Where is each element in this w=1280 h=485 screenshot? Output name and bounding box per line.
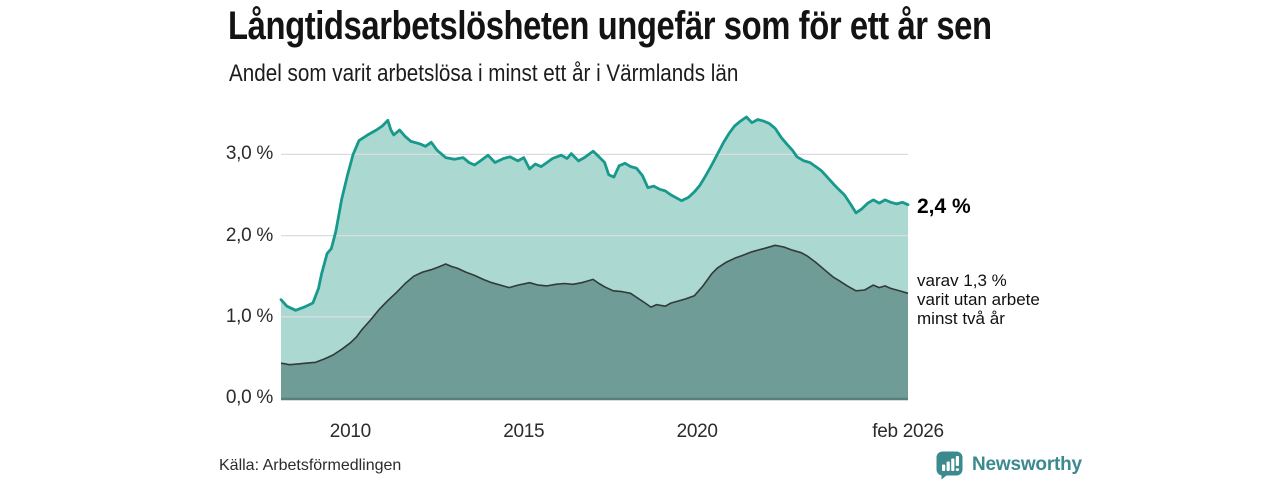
y-tick-label: 2,0 %	[225, 224, 273, 246]
page-title: Långtidsarbetslösheten ungefär som för e…	[228, 4, 992, 48]
newsworthy-bubble-barchart-icon	[935, 450, 964, 480]
y-tick-label: 0,0 %	[225, 387, 273, 408]
line-unemployed-1yr	[279, 115, 910, 312]
latest-value-label: 2,4 %	[917, 195, 971, 218]
y-tick-label: 3,0 %	[225, 143, 273, 165]
x-tick-label: 2020	[676, 421, 718, 442]
source-note: Källa: Arbetsförmedlingen	[219, 457, 402, 474]
secondary-value-label: varav 1,3 % varit utan arbete minst två …	[917, 271, 1040, 328]
x-tick-label: 2010	[329, 421, 371, 442]
area-unemployed-2yr	[281, 245, 908, 398]
y-tick-label: 1,0 %	[225, 305, 273, 327]
x-tick-label: 2015	[503, 421, 545, 442]
brand-wordmark: Newsworthy	[972, 454, 1082, 475]
page-subtitle: Andel som varit arbetslösa i minst ett å…	[229, 60, 739, 87]
line-unemployed-2yr	[280, 244, 909, 366]
newsworthy-brand: Newsworthy	[935, 450, 1082, 480]
x-tick-label: feb 2026	[872, 421, 944, 442]
